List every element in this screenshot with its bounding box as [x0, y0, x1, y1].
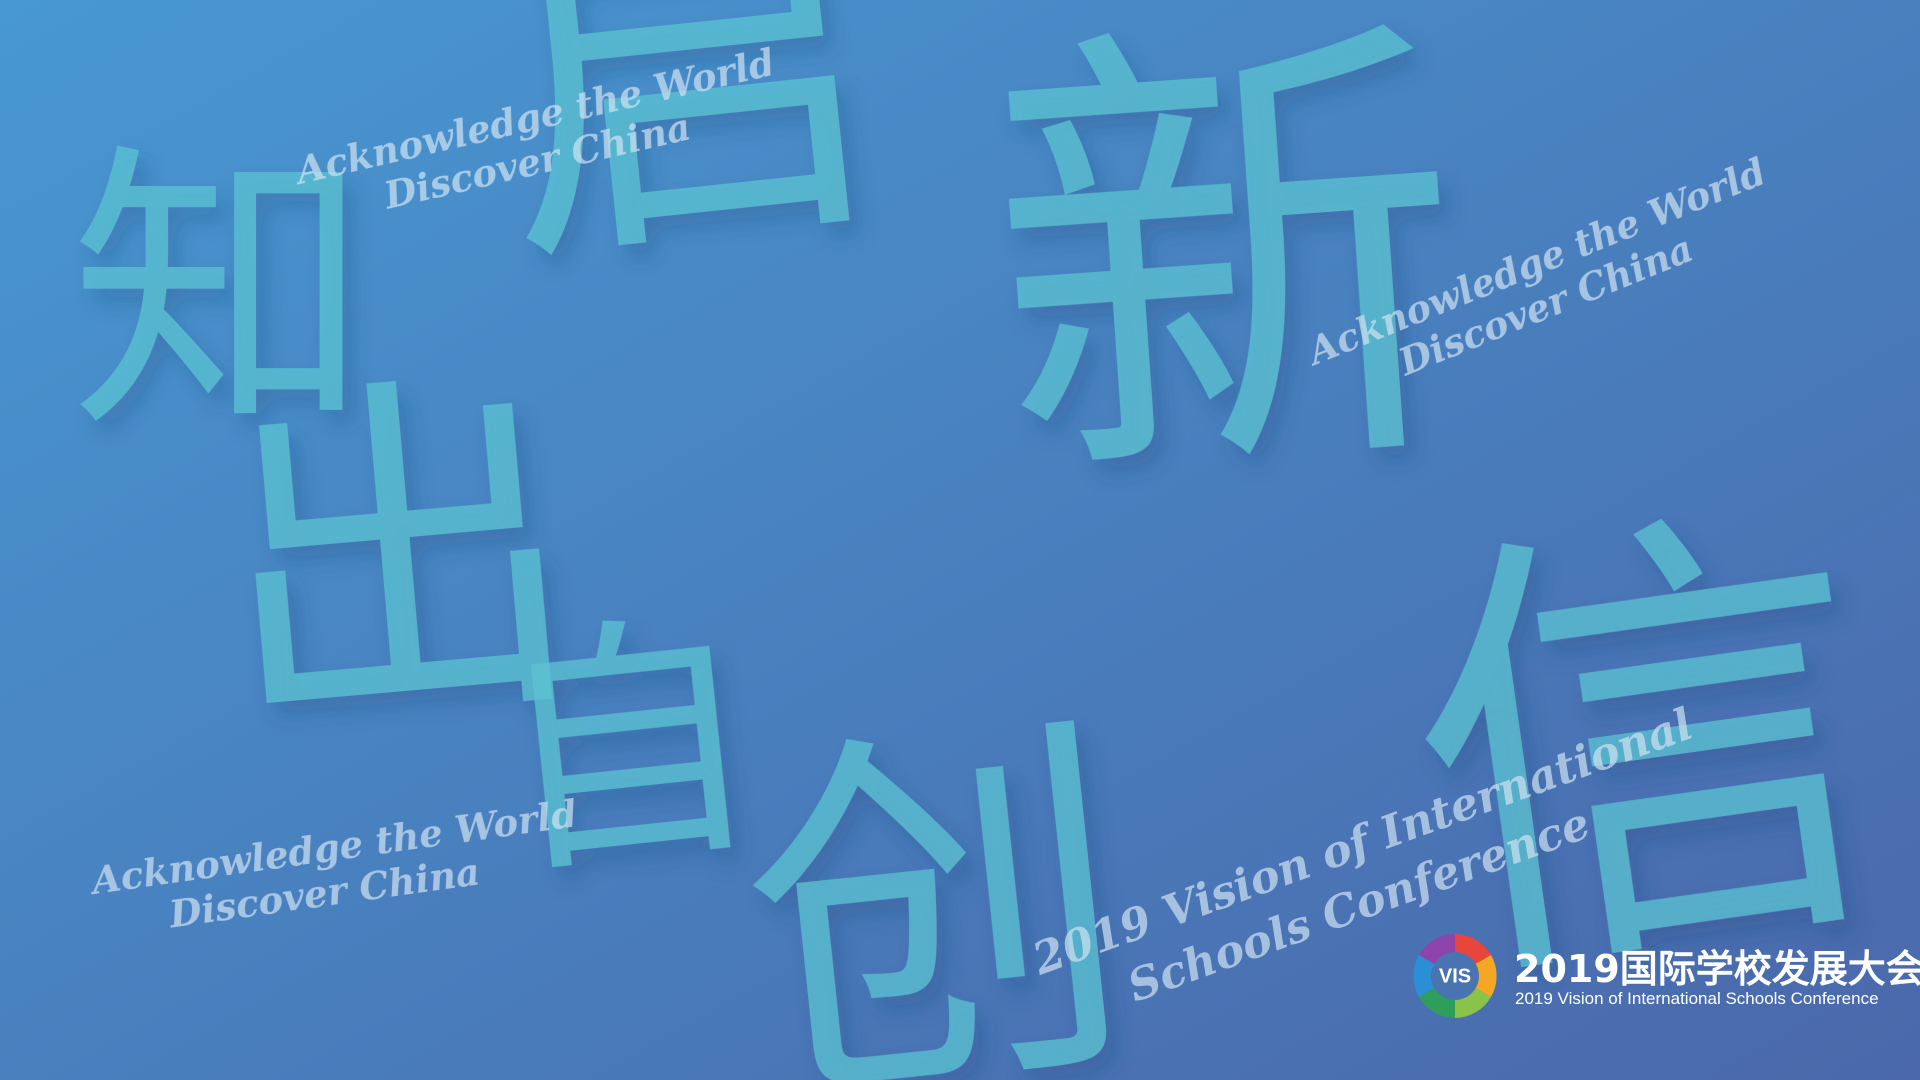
glyph: 出	[200, 335, 595, 784]
logo-subtitle: 2019 Vision of International Schools Con…	[1515, 989, 1879, 1008]
glyph: 启	[474, 0, 898, 317]
glyph: 自	[483, 585, 773, 913]
glyph: 新	[974, 0, 1481, 549]
logo: VIS 2019国际学校发展大会 2019 Vision of Internat…	[1413, 934, 1920, 1018]
logo-mark-text: VIS	[1439, 965, 1471, 987]
logo-mark: VIS	[1413, 934, 1497, 1018]
logo-title: 2019国际学校发展大会	[1514, 947, 1920, 991]
glyph: 创	[724, 677, 1148, 1080]
glyph: 知	[70, 120, 370, 469]
